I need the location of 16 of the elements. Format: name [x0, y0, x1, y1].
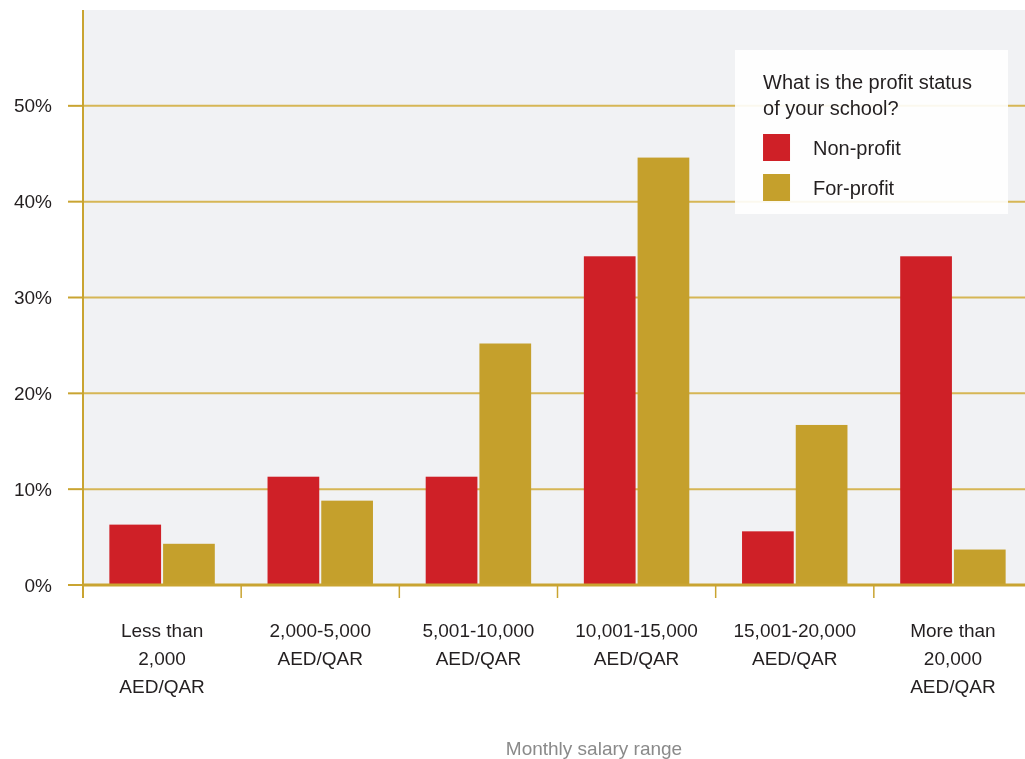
x-tick-label: 15,001-20,000 AED/QAR	[733, 620, 857, 669]
y-tick-label: 20%	[13, 382, 53, 404]
x-tick-label: More than 20,000 AED/QAR	[910, 620, 996, 697]
y-tick-label: 50%	[13, 95, 53, 117]
x-tick-label: Less than 2,000 AED/QAR	[119, 620, 205, 697]
legend-label: For-profit	[813, 177, 895, 199]
x-tick-label: 2,000-5,000 AED/QAR	[269, 620, 371, 669]
x-axis-title: Monthly salary range	[505, 738, 683, 759]
x-tick-label: 5,001-10,000 AED/QAR	[422, 620, 535, 669]
legend-title: What is the profit status of your school?	[763, 71, 973, 119]
y-tick-label: 40%	[13, 191, 53, 213]
y-tick-label: 10%	[13, 478, 53, 500]
y-tick-label: 0%	[24, 574, 53, 596]
y-tick-label: 30%	[13, 287, 53, 309]
legend-label: Non-profit	[813, 137, 902, 159]
x-tick-label: 10,001-15,000 AED/QAR	[575, 620, 698, 669]
